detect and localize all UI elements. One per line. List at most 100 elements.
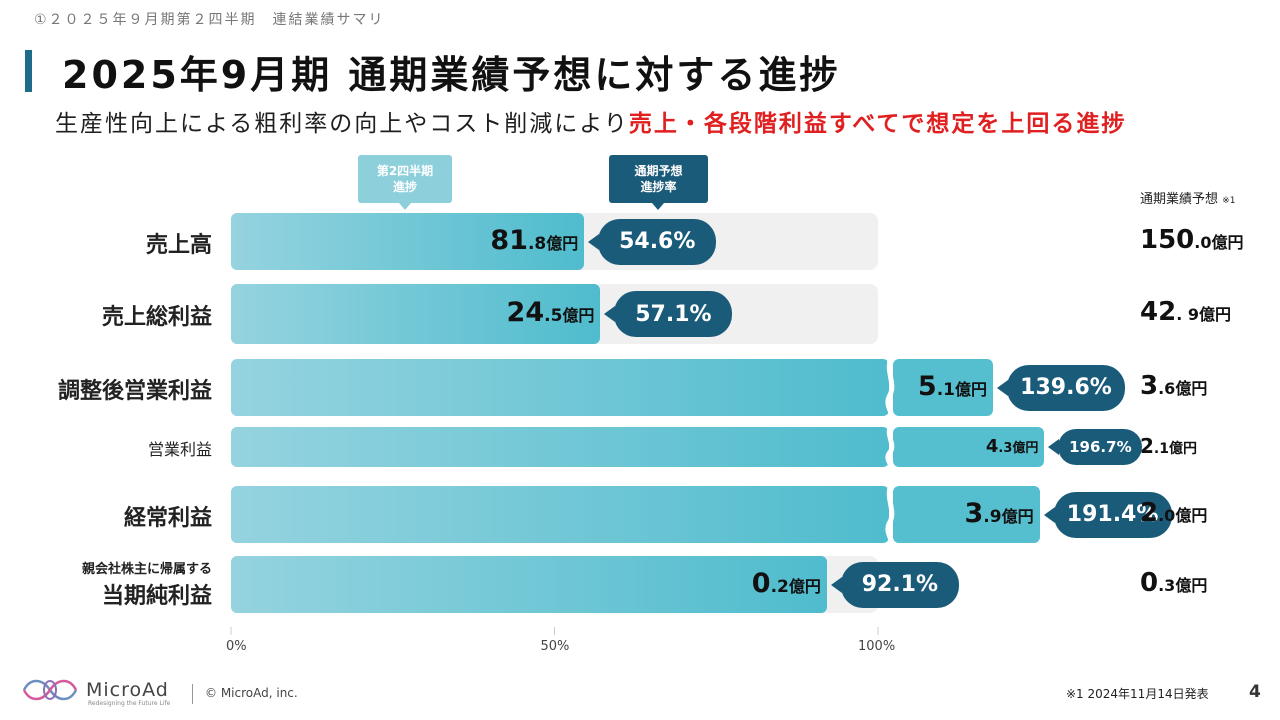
forecast-value-unit: 億円 [1198,305,1231,325]
category-label: 営業利益 [12,436,212,460]
page-number: 4 [1249,682,1261,702]
callout-fc-line2: 進捗率 [640,180,677,194]
subtitle-text: 生産性向上による粗利率の向上やコスト削減により [55,111,629,137]
actual-value-dec: .8 [527,233,547,254]
actual-value-dec: .1 [936,379,955,400]
progress-rate-pill: 196.7% [1048,429,1143,465]
forecast-value: 3.6億円 [1140,371,1207,401]
actual-value-label: 0.2億円 [661,568,821,599]
category-sublabel: 親会社株主に帰属する [81,562,212,577]
forecast-value-int: 0 [1140,567,1159,598]
logo-tagline: Redesigning the Future Life [88,700,171,707]
actual-value-label: 5.1億円 [827,371,987,402]
forecast-value-unit: 億円 [1168,441,1197,457]
actual-value-dec: .3 [998,440,1013,456]
bar-fill [231,427,889,467]
actual-value-unit: 億円 [1001,506,1034,526]
category-label: 親会社株主に帰属する当期純利益 [12,562,212,610]
actual-value-unit: 億円 [562,306,595,326]
forecast-value-int: 42 [1140,297,1177,328]
page-subtitle: 生産性向上による粗利率の向上やコスト削減により売上・各段階利益すべてで想定を上回… [55,104,1126,138]
x-tick-label: 100% [858,639,896,654]
forecast-value: 2.1億円 [1140,434,1197,458]
forecast-value-unit: 億円 [1175,378,1208,398]
bar-fill [231,556,827,613]
axis-break-icon [885,357,895,418]
forecast-value-int: 150 [1140,224,1195,255]
category-main: 営業利益 [147,440,212,459]
progress-rate-value: 196.7% [1069,438,1132,456]
actual-value-unit: 億円 [954,379,987,399]
category-label: 売上高 [12,227,212,259]
copyright: © MicroAd, inc. [205,686,298,700]
forecast-value-dec: .1 [1153,441,1169,457]
page-title: 2025年9月期 通期業績予想に対する進捗 [62,53,841,97]
forecast-value: 150.0億円 [1140,225,1244,255]
actual-value-unit: 億円 [788,576,821,596]
actual-value-unit: 億円 [546,233,579,253]
footnote: ※1 2024年11月14日発表 [1066,687,1209,701]
progress-rate-value: 57.1% [635,301,712,327]
category-label: 経常利益 [12,500,212,532]
title-accent-bar [25,50,32,92]
category-main: 当期純利益 [101,584,212,609]
forecast-value: 42. 9億円 [1140,297,1231,327]
callout-fc-line1: 通期予想 [634,164,683,178]
actual-value-int: 4 [985,435,999,457]
category-label: 調整後営業利益 [12,373,212,405]
progress-rate-value: 92.1% [861,572,939,597]
forecast-value-dec: .0 [1158,505,1176,525]
forecast-value: 0.3億円 [1140,568,1207,598]
category-main: 売上高 [145,232,212,258]
progress-rate-value: 54.6% [619,229,696,254]
progress-rate-pill: 139.6% [997,364,1125,411]
subtitle-highlight: 売上・各段階利益すべてで想定を上回る進捗 [628,111,1127,137]
actual-value-dec: .9 [983,506,1002,527]
forecast-value-int: 2 [1140,434,1154,458]
forecast-value-unit: 億円 [1175,575,1208,595]
forecast-value-int: 3 [1140,370,1159,401]
forecast-header: 通期業績予想 ※1 [1140,188,1235,207]
axis-break-icon [885,425,895,469]
bar-fill-overflow [893,427,1045,467]
footer-divider [192,684,193,704]
callout-q2-line1: 第2四半期 [376,164,434,178]
actual-value-int: 3 [964,497,984,529]
bar-fill [231,284,601,344]
logo-wordmark: MicroAd [86,679,169,701]
category-main: 売上総利益 [101,305,212,330]
category-main: 調整後営業利益 [57,378,212,404]
actual-value-label: 3.9億円 [874,498,1034,529]
actual-value-int: 24 [506,297,545,329]
forecast-value-dec: .0 [1194,232,1212,252]
actual-value-label: 81.8億円 [418,225,578,256]
x-tick-label: 50% [540,639,570,654]
forecast-value-dec: . 9 [1176,305,1199,325]
progress-rate-pill: 92.1% [830,561,959,608]
callout-q2-progress: 第2四半期進捗 [358,155,452,210]
bar-fill [231,486,889,543]
progress-rate-pill: 54.6% [588,218,717,265]
category-main: 経常利益 [123,505,212,531]
actual-value-dec: .2 [770,576,789,597]
x-tick-label: 0% [226,639,247,654]
forecast-header-label: 通期業績予想 [1140,192,1219,207]
forecast-value-unit: 億円 [1175,505,1208,525]
axis-break-icon [885,484,895,545]
actual-value-int: 81 [490,224,528,256]
category-label: 売上総利益 [12,299,212,331]
bar-fill [231,359,889,416]
forecast-value-unit: 億円 [1211,232,1244,252]
actual-value-int: 5 [917,370,937,402]
progress-rate-value: 139.6% [1020,375,1112,400]
bar-fill-overflow [893,359,993,416]
progress-rate-pill: 191.4% [1043,491,1172,538]
actual-value-int: 0 [751,567,771,599]
progress-rate-pill: 57.1% [604,291,733,337]
callout-q2-line2: 進捗 [392,180,417,194]
bar-fill-overflow [893,486,1040,543]
actual-value-unit: 億円 [1012,440,1039,456]
breadcrumb: ①２０２５年９月期第２四半期 連結業績サマリ [34,12,385,28]
actual-value-label: 4.3億円 [878,435,1039,457]
